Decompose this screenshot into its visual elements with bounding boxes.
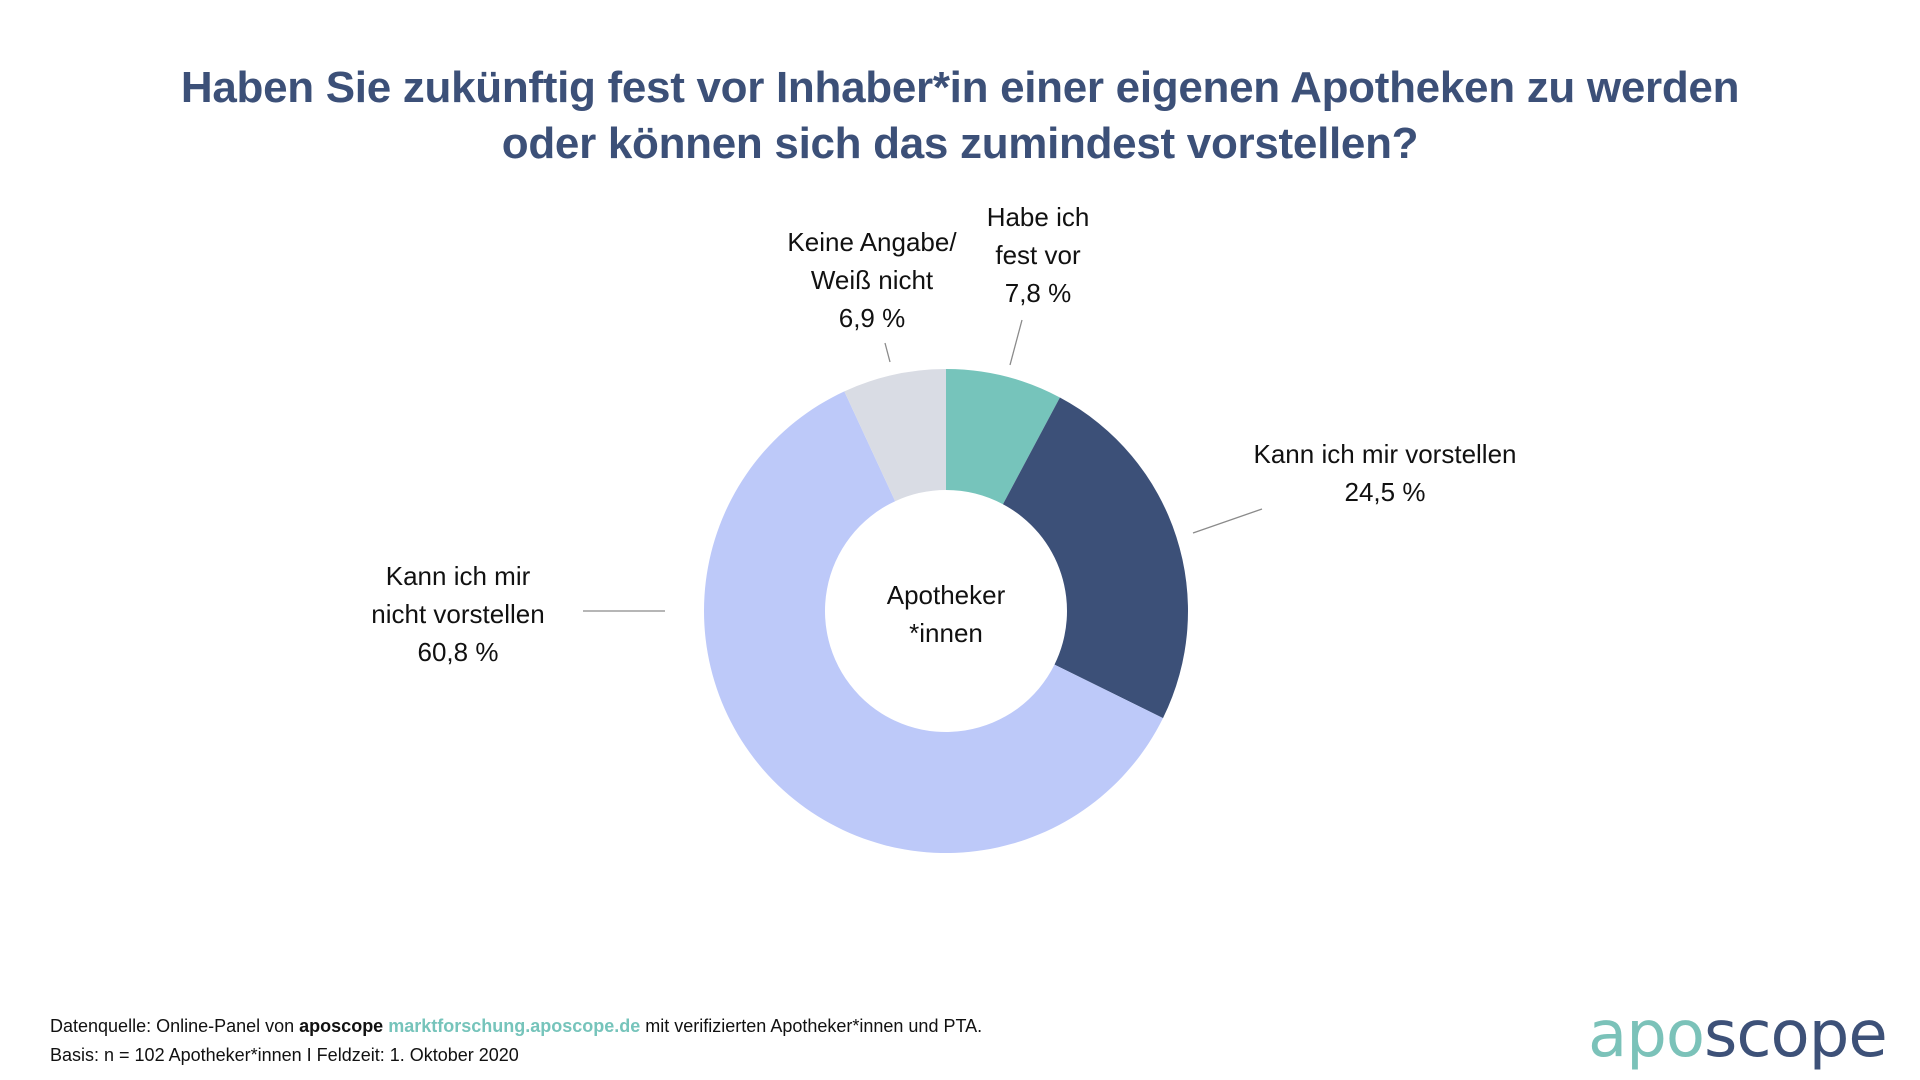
data-label-3: Kann ich mir nicht vorstellen 60,8 %: [371, 561, 544, 667]
source-url-link[interactable]: marktforschung.aposcope.de: [388, 1016, 641, 1036]
data-label-4: Keine Angabe/Weiß nicht 6,9 %: [787, 227, 957, 333]
source-prefix: Datenquelle: Online-Panel von: [50, 1016, 300, 1036]
data-label-text: Keine Angabe/: [787, 227, 957, 257]
data-label-text: Weiß nicht: [811, 265, 934, 295]
data-label-value: 7,8 %: [1005, 278, 1072, 308]
center-label-line: Apotheker: [887, 580, 1006, 610]
slice-labels: Habe ich fest vor 7,8 % Kann ich mir vorste…: [371, 202, 1516, 667]
chart-title-line-2: oder können sich das zumindest vorstelle…: [501, 119, 1419, 168]
leader-lines: [583, 319, 1263, 612]
data-label-value: 24,5 %: [1345, 477, 1426, 507]
chart-title-line-1: Haben Sie zukünftig fest vor Inhaber*in …: [180, 63, 1740, 112]
data-label-2: Kann ich mir vorstellen 24,5 %: [1254, 439, 1517, 507]
aposcope-logo: aposcope: [1588, 998, 1888, 1072]
source-suffix: mit verifizierten Apotheker*innen und PT…: [640, 1016, 983, 1036]
donut-slice-4: [844, 369, 946, 502]
logo-part-apo: apo: [1588, 998, 1705, 1072]
data-label-1: Habe ich fest vor 7,8 %: [987, 202, 1090, 308]
leader-line-1: [1009, 319, 1023, 366]
base-line: Basis: n = 102 Apotheker*innen I Feldzei…: [50, 1045, 519, 1065]
data-label-text: Kann ich mir: [386, 561, 531, 591]
data-label-text: fest vor: [995, 240, 1081, 270]
data-label-text: nicht vorstellen: [371, 599, 544, 629]
source-line: Datenquelle: Online-Panel von aposcope m…: [50, 1012, 982, 1041]
source-brand: aposcope: [299, 1016, 384, 1036]
data-label-value: 6,9 %: [839, 303, 906, 333]
center-label-text: Apotheker *innen: [887, 580, 1006, 648]
donut-slices: [704, 368, 1189, 853]
chart-title: Haben Sie zukünftig fest vor Inhaber*in …: [0, 60, 1920, 172]
donut-slice-1: [946, 368, 1060, 505]
donut-slice-2: [1002, 397, 1189, 719]
data-label-text: Habe ich: [987, 202, 1090, 232]
footer-source: Datenquelle: Online-Panel von aposcope m…: [50, 1012, 982, 1070]
data-label-text: Kann ich mir vorstellen: [1254, 439, 1517, 469]
data-label-value: 60,8 %: [418, 637, 499, 667]
center-label: Apotheker *innen: [887, 580, 1006, 648]
center-label-line: *innen: [909, 618, 983, 648]
leader-line-4: [884, 342, 891, 363]
leader-line-2: [1192, 508, 1263, 534]
logo-part-scope: scope: [1704, 998, 1888, 1072]
donut-slice-3: [704, 391, 1163, 853]
